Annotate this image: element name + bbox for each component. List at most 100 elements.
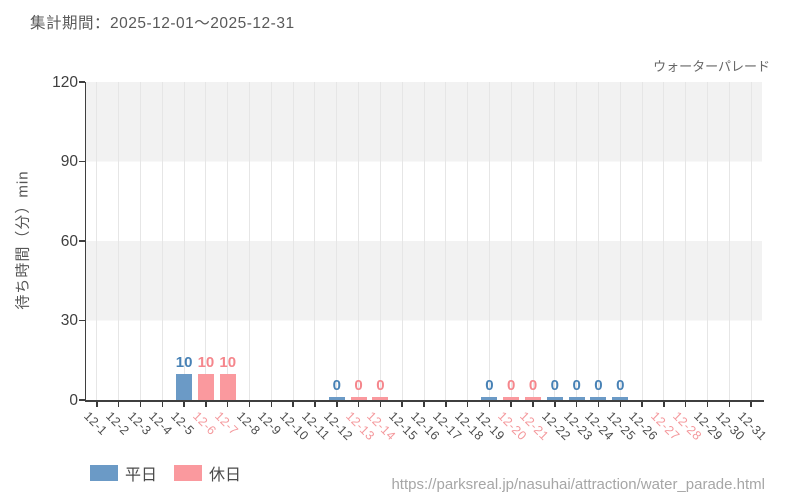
holiday-color-swatch <box>174 465 203 481</box>
x-axis-tick <box>728 401 731 407</box>
x-axis-tick <box>684 401 687 407</box>
vertical-gridline <box>161 82 163 400</box>
bar-value-label: 0 <box>376 377 385 394</box>
bar-value-label: 0 <box>332 377 341 394</box>
vertical-gridline <box>706 82 708 400</box>
y-axis-tick <box>78 399 85 401</box>
legend-weekday-label: 平日 <box>125 467 158 484</box>
y-tick-label: 30 <box>60 312 78 329</box>
weekday-bar <box>546 397 563 400</box>
x-axis-tick <box>641 401 643 407</box>
weekday-bar <box>328 397 345 400</box>
x-tick-label: 12-9 <box>255 409 285 439</box>
weekday-bar <box>481 397 498 400</box>
x-axis-tick <box>314 401 316 407</box>
bar-value-label: 0 <box>507 377 516 394</box>
x-axis-tick <box>532 401 534 407</box>
vertical-gridline <box>619 82 621 400</box>
weekday-bar <box>568 397 585 400</box>
x-axis-tick <box>139 401 142 407</box>
legend: 平日 休日 <box>90 461 241 485</box>
x-tick-label: 12-1 <box>80 409 111 439</box>
vertical-gridline <box>728 82 730 400</box>
x-axis-tick <box>619 401 621 407</box>
bar-value-label: 0 <box>572 377 581 394</box>
plot-area: 10 0 0 0 0 0 0 10 10 0 0 0 0 <box>86 82 762 400</box>
weekday-bar <box>176 373 193 400</box>
vertical-gridline <box>118 82 120 400</box>
x-tick-label: 12-3 <box>124 409 154 439</box>
x-tick-label: 12-4 <box>146 409 176 439</box>
weekday-color-swatch <box>90 465 118 481</box>
vertical-gridline <box>270 82 272 400</box>
bar-value-label: 0 <box>485 377 494 394</box>
vertical-gridline <box>336 82 338 400</box>
attraction-title: ウォーターパレード <box>653 59 770 74</box>
vertical-gridline <box>510 82 512 400</box>
x-axis-tick <box>205 401 207 407</box>
holiday-bar <box>372 397 389 400</box>
bar-value-label: 0 <box>528 377 538 394</box>
y-tick-label: 120 <box>52 73 78 91</box>
vertical-gridline <box>358 82 360 400</box>
vertical-gridline <box>96 82 98 400</box>
x-axis-tick <box>117 401 120 407</box>
x-axis-tick <box>248 401 251 407</box>
x-axis-tick <box>423 401 425 407</box>
y-axis-tick <box>78 160 85 163</box>
legend-item-weekday[interactable]: 平日 <box>90 461 157 485</box>
bar-value-label: 0 <box>354 377 363 394</box>
vertical-gridline <box>467 82 469 400</box>
y-tick-label: 90 <box>60 153 78 170</box>
x-axis-tick <box>554 401 556 407</box>
x-axis-tick <box>510 401 512 407</box>
vertical-gridline <box>140 82 142 400</box>
period-label: 集計期間：2025-12-01〜2025-12-31 <box>30 15 295 32</box>
legend-item-holiday[interactable]: 休日 <box>174 461 241 485</box>
vertical-gridline <box>205 82 207 400</box>
holiday-bar <box>350 397 367 400</box>
weekday-bar <box>612 397 629 400</box>
x-axis-tick <box>379 401 382 407</box>
y-axis-tick <box>78 319 85 322</box>
x-tick-label: 12-5 <box>168 409 198 439</box>
x-axis-tick <box>161 401 164 407</box>
x-axis-tick <box>488 401 491 407</box>
vertical-gridline <box>641 82 643 400</box>
weekday-bar <box>590 397 607 400</box>
x-tick-label: 12-6 <box>190 409 220 439</box>
x-axis-tick <box>597 401 600 407</box>
legend-holiday-label: 休日 <box>209 467 242 484</box>
x-axis-tick <box>336 401 338 407</box>
y-tick-label: 60 <box>60 232 78 250</box>
holiday-bar <box>197 373 214 400</box>
holiday-bar <box>503 397 520 400</box>
x-tick-label: 12-8 <box>233 409 263 439</box>
x-tick-label: 12-7 <box>211 409 241 439</box>
bar-value-label: 10 <box>175 353 193 371</box>
x-axis-tick <box>96 401 98 407</box>
vertical-gridline <box>227 82 229 400</box>
vertical-gridline <box>423 82 425 400</box>
x-axis-tick <box>706 401 709 407</box>
y-axis-tick <box>78 240 85 242</box>
y-axis-tick <box>78 81 85 83</box>
x-axis-tick <box>292 401 294 407</box>
x-axis-tick <box>270 401 273 407</box>
x-axis-tick <box>750 401 752 407</box>
x-axis-tick <box>466 401 469 407</box>
vertical-gridline <box>685 82 687 400</box>
vertical-gridline <box>249 82 251 400</box>
x-axis-tick <box>183 401 185 407</box>
wait-time-chart: 10 0 0 0 0 0 0 10 10 0 0 0 0 0 30 60 90 120 12-1 12-2 12-3 1… <box>52 74 769 444</box>
vertical-gridline <box>597 82 599 400</box>
x-axis-tick <box>357 401 360 407</box>
bar-value-label: 0 <box>594 377 603 394</box>
vertical-gridline <box>314 82 316 400</box>
x-axis-tick <box>445 401 447 407</box>
vertical-gridline <box>532 82 534 400</box>
x-tick-label: 12-2 <box>102 409 132 439</box>
x-axis-tick <box>663 401 665 407</box>
vertical-gridline <box>750 82 752 400</box>
vertical-gridline <box>292 82 294 400</box>
